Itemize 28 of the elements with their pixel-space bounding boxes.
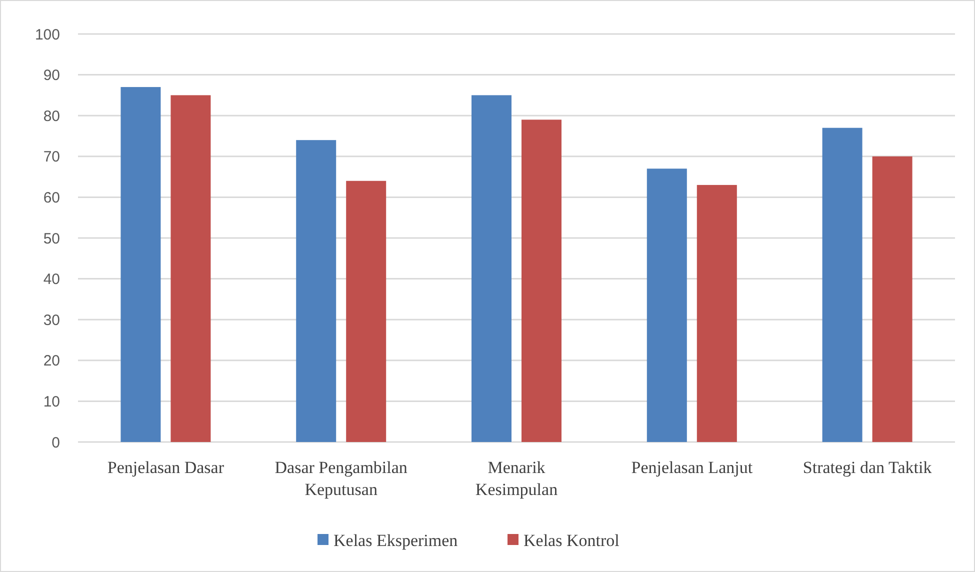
- x-tick-label: Menarik Kesimpulan: [475, 458, 558, 499]
- x-tick-label: Penjelasan Dasar: [107, 458, 224, 477]
- legend-label: Kelas Eksperimen: [334, 530, 458, 550]
- x-tick-label: Strategi dan Taktik: [802, 458, 932, 477]
- legend-label: Kelas Kontrol: [524, 530, 620, 550]
- y-tick-label: 50: [43, 230, 60, 248]
- y-tick-label: 100: [34, 26, 60, 44]
- bar: [822, 128, 862, 442]
- bar: [872, 156, 912, 442]
- y-tick-label: 70: [43, 148, 60, 166]
- x-tick-label: Penjelasan Lanjut: [631, 458, 753, 477]
- bar: [170, 95, 211, 442]
- bar: [472, 95, 512, 442]
- bar: [296, 140, 336, 442]
- y-tick-label: 0: [52, 434, 60, 452]
- y-tick-label: 40: [43, 271, 60, 288]
- bar: [696, 184, 737, 442]
- y-tick-label: 10: [43, 393, 60, 410]
- bar: [346, 180, 386, 442]
- bar: [120, 87, 161, 442]
- y-tick-label: 60: [43, 189, 60, 206]
- bar: [646, 168, 687, 442]
- x-tick-label: Dasar Pengambilan Keputusan: [274, 458, 408, 499]
- bar: [522, 120, 562, 442]
- y-tick-label: 30: [43, 312, 60, 329]
- y-tick-label: 20: [43, 352, 60, 370]
- y-tick-label: 90: [43, 67, 60, 84]
- y-tick-label: 80: [43, 108, 60, 125]
